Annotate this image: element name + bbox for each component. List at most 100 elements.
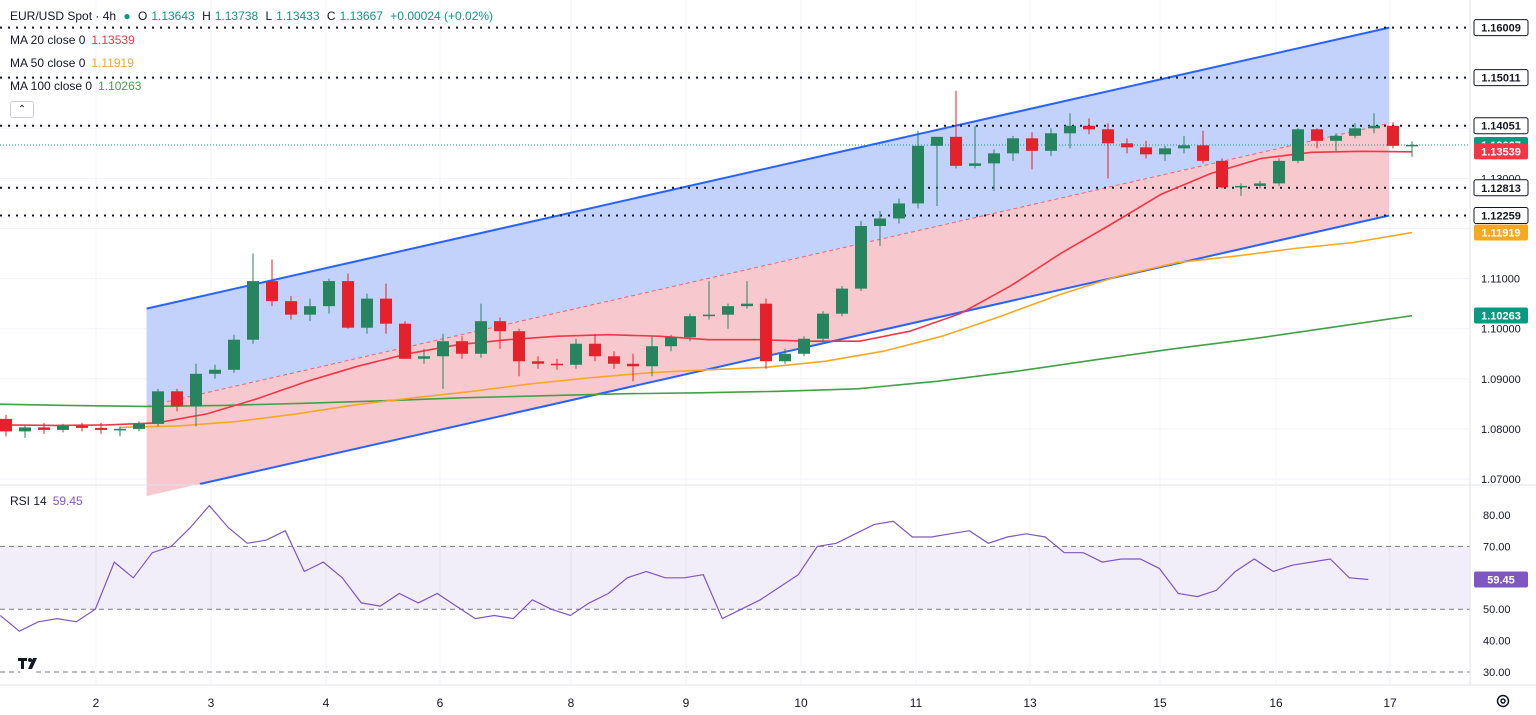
rsi-tick-label: 80.00 (1483, 510, 1511, 522)
candle-body (380, 298, 392, 324)
candle-body (741, 303, 753, 307)
level-tag-bg (1473, 69, 1529, 87)
ma20-label: MA 20 close 0 (10, 33, 86, 47)
ma50-label: MA 50 close 0 (10, 56, 86, 70)
candle-body (836, 288, 848, 314)
symbol-title[interactable]: EUR/USD Spot · 4h (10, 9, 117, 23)
rsi-tag: 59.45 (1487, 575, 1515, 587)
rsi-tag-bg (1474, 571, 1528, 588)
eye-icon[interactable]: ● (123, 9, 131, 23)
candle-body (1178, 145, 1190, 149)
ma50-legend[interactable]: MA 50 close 0 1.11919 (10, 56, 134, 70)
candle-body (494, 321, 506, 332)
candle-body (950, 136, 962, 166)
ma100-label: MA 100 close 0 (10, 79, 93, 93)
gear-icon[interactable] (1495, 693, 1511, 709)
candle-body (1311, 129, 1323, 141)
candles[interactable] (0, 90, 1418, 438)
time-tick-label: 10 (794, 696, 808, 710)
time-tick-label: 13 (1023, 696, 1037, 710)
candle-body (1235, 185, 1247, 188)
ma100-line (0, 314, 1413, 408)
level-tag: 1.14051 (1481, 121, 1521, 133)
candle-body (1045, 133, 1057, 151)
time-tick-label: 3 (208, 696, 215, 710)
candle-body (912, 145, 924, 204)
rsi-tick-label: 50.00 (1483, 604, 1511, 616)
collapse-legend-button[interactable]: ⌃ (10, 101, 34, 118)
candle-body (418, 356, 430, 359)
close-label: C (326, 9, 336, 23)
candle-body (57, 425, 69, 430)
candle-body (513, 331, 525, 362)
channel-upper-line (146, 26, 1390, 310)
candle-body (1064, 125, 1076, 134)
low-label: L (265, 9, 273, 23)
candle-body (627, 363, 639, 367)
candle-body (19, 427, 31, 432)
low-value: 1.13433 (276, 9, 320, 23)
candle-body (1292, 129, 1304, 161)
level-tag-bg (1473, 117, 1529, 135)
candle-body (1026, 138, 1038, 151)
candle-body (931, 136, 943, 146)
level-tag-bg (1473, 19, 1529, 37)
candle-body (760, 303, 772, 362)
level-tag: 1.12259 (1481, 211, 1521, 223)
ma20-legend[interactable]: MA 20 close 0 1.13539 (10, 33, 135, 47)
price-tick-label: 1.07000 (1481, 474, 1521, 486)
tradingview-logo-icon[interactable] (15, 652, 41, 674)
candle-body (703, 314, 715, 317)
level-tag: 1.15011 (1481, 73, 1520, 85)
candle-body (190, 373, 202, 407)
ma50-value: 1.11919 (91, 56, 134, 70)
candle-body (779, 353, 791, 362)
candle-body (1406, 144, 1418, 147)
candle-body (1330, 135, 1342, 141)
candle-body (475, 321, 487, 354)
time-tick-label: 15 (1153, 696, 1167, 710)
channel-upper-fill (146, 27, 1390, 407)
candle-body (684, 316, 696, 338)
time-tick-label: 9 (683, 696, 690, 710)
candle-body (209, 369, 221, 374)
rsi-pane (0, 484, 1536, 673)
candle-body (646, 346, 658, 367)
high-label: H (202, 9, 211, 23)
ma100-legend[interactable]: MA 100 close 0 1.10263 (10, 79, 141, 93)
rsi-tick-label: 70.00 (1483, 541, 1511, 553)
candle-body (1387, 125, 1399, 146)
candle-body (228, 339, 240, 370)
price-tag-bg (1474, 224, 1528, 241)
price-tag: 1.13539 (1481, 146, 1521, 158)
rsi-legend[interactable]: RSI 14 59.45 (10, 494, 83, 508)
candle-body (817, 313, 829, 339)
price-tick-label: 1.11000 (1481, 274, 1520, 286)
high-value: 1.13738 (214, 9, 259, 23)
candle-body (1159, 148, 1171, 155)
candle-body (437, 341, 449, 357)
candle-body (1007, 138, 1019, 154)
candle-body (0, 418, 12, 432)
candle-body (399, 323, 411, 359)
price-tick-label: 1.08000 (1481, 424, 1521, 436)
time-tick-label: 2 (93, 696, 100, 710)
time-tick-label: 4 (323, 696, 330, 710)
candle-body (285, 301, 297, 315)
rsi-label: RSI 14 (10, 494, 47, 508)
candle-body (855, 225, 867, 289)
price-tick-label: 1.09000 (1481, 374, 1521, 386)
close-value: 1.13667 (339, 9, 383, 23)
time-tick-label: 8 (568, 696, 575, 710)
ma20-line (5, 150, 1413, 427)
regression-channel (146, 26, 1390, 497)
chevron-up-icon: ⌃ (17, 104, 27, 115)
price-tag: 1.11919 (1481, 228, 1520, 240)
candle-body (152, 391, 164, 424)
candle-body (722, 306, 734, 315)
open-label: O (137, 9, 148, 23)
candle-body (1140, 147, 1152, 155)
